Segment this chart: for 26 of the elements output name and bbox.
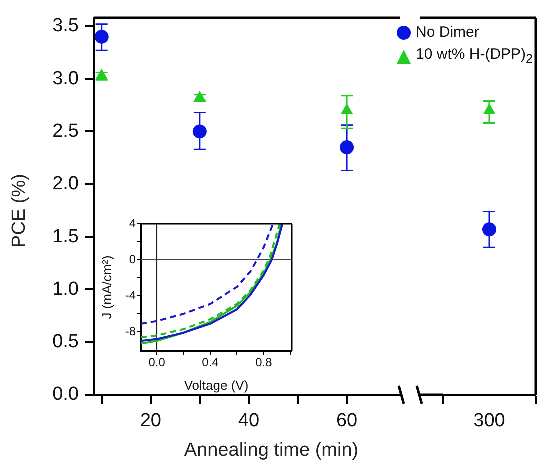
y-tick-label: 0.0 bbox=[52, 384, 79, 406]
x-tick-label: 40 bbox=[238, 410, 260, 432]
x-tick-label: 0.8 bbox=[256, 356, 273, 370]
legend-label: No Dimer bbox=[416, 23, 480, 43]
x-tick-label: 0.0 bbox=[148, 356, 166, 370]
x-axis-title: Voltage (V) bbox=[184, 378, 249, 393]
y-tick-label: -8 bbox=[125, 324, 136, 338]
y-tick-label: 3.5 bbox=[52, 16, 79, 37]
x-tick-label: 60 bbox=[336, 410, 358, 432]
x-axis-title: Annealing time (min) bbox=[183, 440, 360, 462]
x-tick-label: 0.4 bbox=[202, 356, 220, 370]
line-series bbox=[141, 224, 274, 325]
y-tick-label: -4 bbox=[125, 288, 136, 302]
y-tick-label: 1.0 bbox=[52, 278, 79, 300]
y-tick-label: 2.5 bbox=[52, 120, 79, 142]
y-tick-label: 3.0 bbox=[52, 68, 79, 90]
y-axis-title: PCE (%) bbox=[9, 173, 31, 250]
y-tick-label: 4 bbox=[129, 216, 136, 230]
y-axis-title: J (mA/cm²) bbox=[99, 256, 114, 320]
y-tick-label: 0.5 bbox=[52, 332, 79, 353]
legend-label: 10 wt% H-(DPP)$_{2}$ bbox=[416, 45, 533, 68]
y-tick-label: 0 bbox=[129, 252, 136, 266]
y-tick-label: 1.5 bbox=[52, 226, 79, 248]
x-tick-label: 300 bbox=[474, 410, 506, 432]
y-tick-label: 2.0 bbox=[52, 174, 79, 195]
x-tick-label: 20 bbox=[140, 410, 162, 432]
